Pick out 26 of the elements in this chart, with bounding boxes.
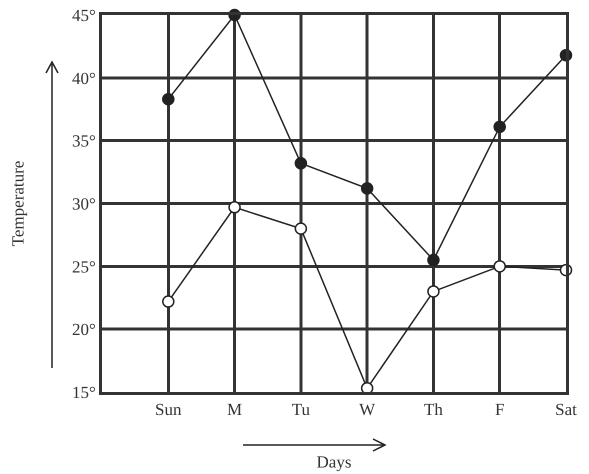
point [162, 295, 175, 308]
x-tick-label: M [227, 400, 242, 420]
y-tick-label: 45° [72, 6, 96, 25]
point [162, 92, 175, 106]
y-tick-label: 30° [72, 194, 96, 214]
y-tick-label: 40° [72, 68, 96, 88]
point [360, 182, 374, 195]
x-tick-label: F [494, 400, 504, 420]
point [427, 254, 440, 266]
x-tick-label: Sun [155, 400, 182, 420]
x-tick-label: Tu [292, 400, 310, 420]
point [294, 222, 308, 235]
y-tick-label: 15° [72, 382, 96, 402]
y-tick-label: 25° [72, 257, 96, 276]
x-tick-label: Sat [555, 400, 578, 420]
point [228, 201, 241, 214]
y-tick-label: 35° [72, 132, 96, 151]
y-tick-label: 20° [72, 320, 96, 340]
point [294, 157, 308, 170]
x-tick-label: Th [424, 400, 444, 420]
x-tick-label: W [359, 400, 376, 420]
y-axis-title: Temperature [8, 160, 28, 246]
x-axis-title: Days [316, 452, 352, 472]
point [493, 120, 506, 134]
point [493, 260, 506, 273]
point [427, 285, 440, 298]
